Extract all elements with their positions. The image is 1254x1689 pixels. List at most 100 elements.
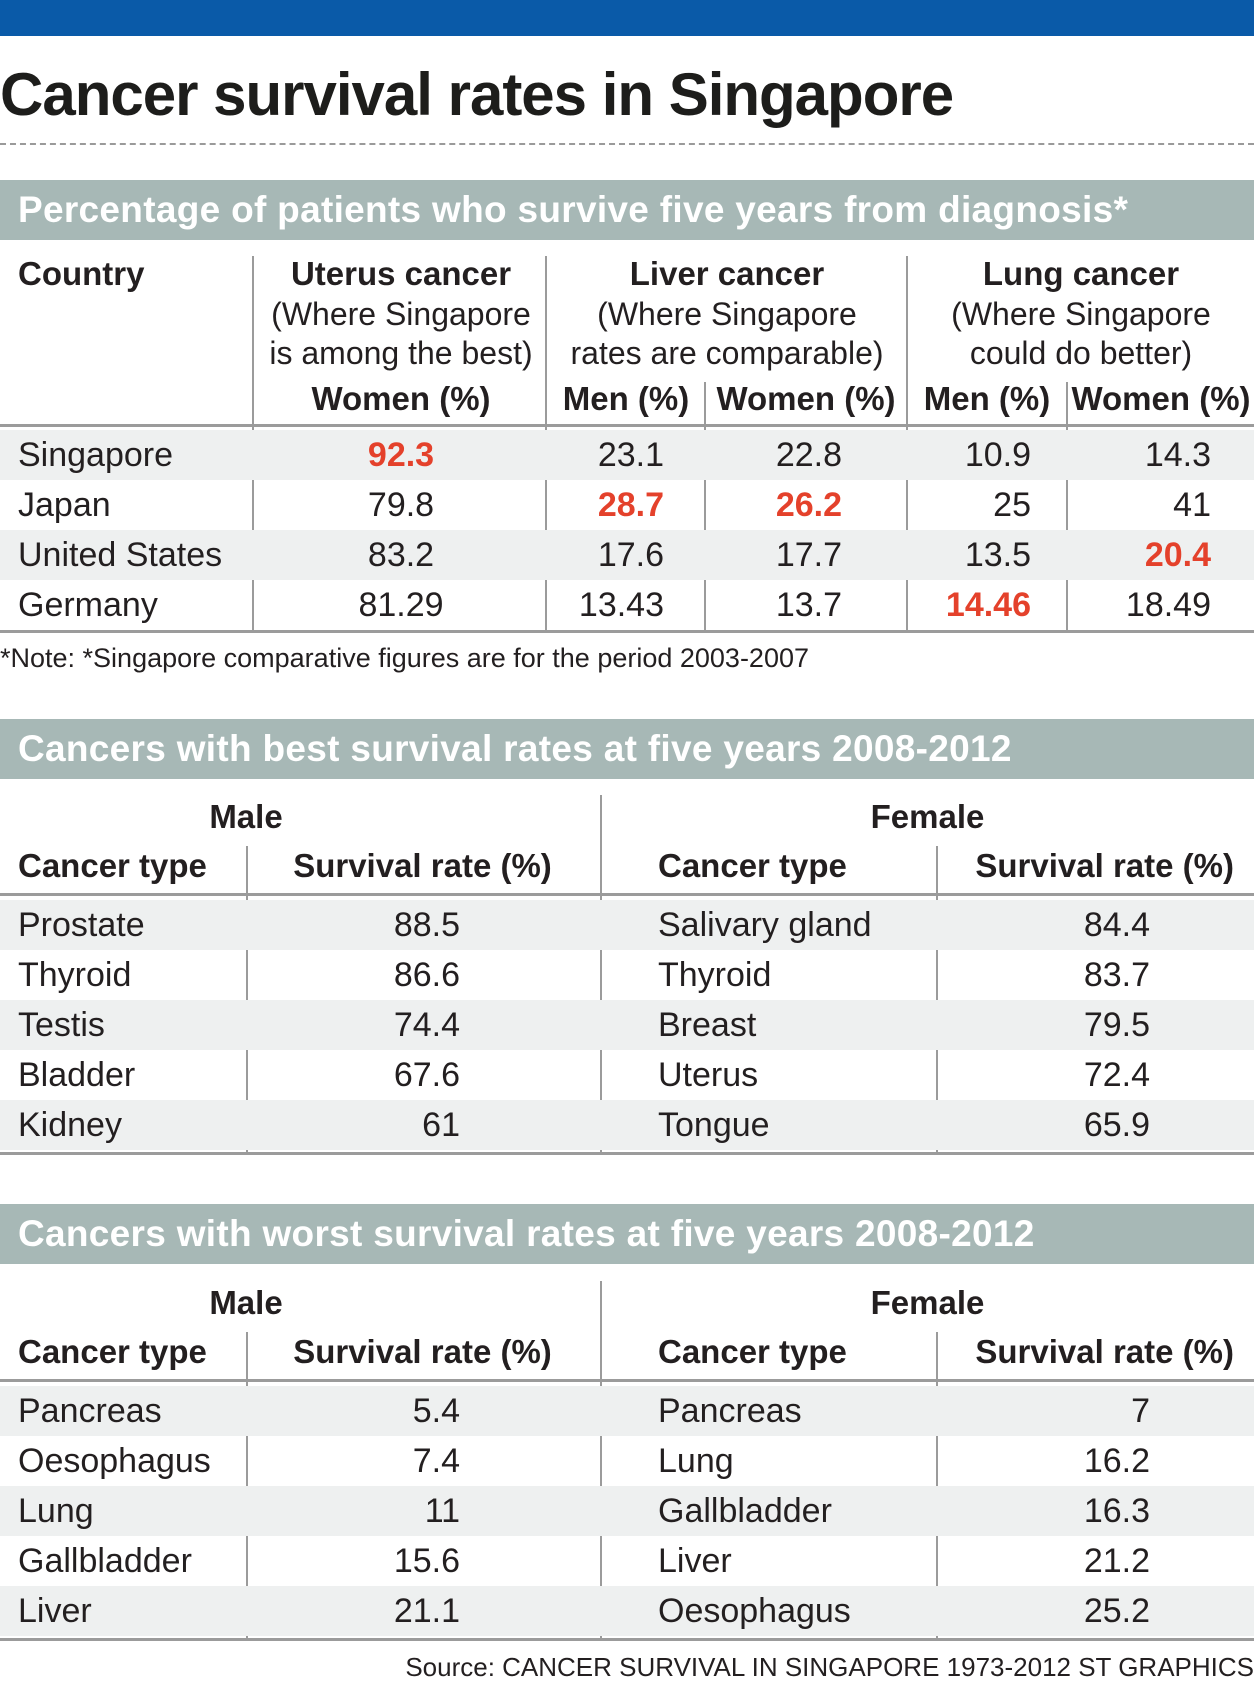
- liver-men-header: Men (%): [562, 380, 690, 417]
- table-bottom-rule: [0, 1152, 1254, 1155]
- value-cell: 26.2: [775, 486, 842, 524]
- uterus-sub1: (Where Singapore: [271, 296, 531, 332]
- cancer-type-cell: Tongue: [658, 1106, 770, 1144]
- cancer-type-cell: Pancreas: [658, 1392, 802, 1430]
- value-cell: 41: [1173, 486, 1211, 524]
- table-row: Testis 74.4 Breast 79.5: [0, 1000, 1254, 1050]
- table-bottom-rule: [0, 630, 1254, 633]
- cancer-type-cell: Pancreas: [18, 1392, 162, 1430]
- cancer-type-cell: Kidney: [18, 1106, 122, 1144]
- rate-cell: 5.4: [412, 1392, 460, 1430]
- divider: [1066, 382, 1068, 632]
- cancer-type-cell: Lung: [18, 1492, 94, 1530]
- value-cell: 92.3: [367, 436, 435, 474]
- liver-women-header: Women (%): [716, 380, 896, 417]
- value-cell: 83.2: [367, 536, 435, 574]
- cancer-type-cell: Thyroid: [18, 956, 132, 994]
- value-cell: 28.7: [597, 486, 664, 524]
- male-label: Male: [209, 798, 283, 835]
- cancer-type-cell: Oesophagus: [658, 1592, 851, 1630]
- liver-sub1: (Where Singapore: [597, 296, 857, 332]
- table-row: Kidney 61 Tongue 65.9: [0, 1100, 1254, 1150]
- rate-cell: 16.2: [1083, 1442, 1150, 1480]
- value-cell: 20.4: [1144, 536, 1211, 574]
- col-rate-header: Survival rate (%): [975, 1333, 1234, 1370]
- rate-cell: 86.6: [393, 956, 460, 994]
- uterus-header: Uterus cancer: [290, 255, 512, 292]
- country-cell: Germany: [18, 586, 158, 624]
- male-label: Male: [209, 1284, 283, 1321]
- col-rate-header: Survival rate (%): [975, 847, 1234, 884]
- lung-header: Lung cancer: [982, 255, 1180, 292]
- lung-men-header: Men (%): [923, 380, 1051, 417]
- liver-header: Liver cancer: [629, 255, 825, 292]
- cancer-type-cell: Uterus: [658, 1056, 759, 1094]
- country-cell: Japan: [18, 486, 111, 524]
- rate-cell: 21.2: [1083, 1542, 1150, 1580]
- rate-cell: 65.9: [1083, 1106, 1150, 1144]
- cancer-type-cell: Gallbladder: [658, 1492, 832, 1530]
- liver-sub2: rates are comparable): [570, 335, 884, 371]
- value-cell: 17.7: [775, 536, 842, 574]
- header-rule: [0, 1379, 1254, 1382]
- lung-sub1: (Where Singapore: [951, 296, 1211, 332]
- section3-heading: Cancers with worst survival rates at fiv…: [0, 1204, 1254, 1264]
- section1-heading: Percentage of patients who survive five …: [0, 180, 1254, 240]
- col-rate-header: Survival rate (%): [293, 847, 552, 884]
- value-cell: 81.29: [358, 586, 444, 624]
- uterus-women-header: Women (%): [311, 380, 491, 417]
- divider: [600, 1281, 602, 1641]
- title-divider: [0, 143, 1254, 145]
- uterus-sub2: is among the best): [269, 335, 533, 371]
- col-type-header: Cancer type: [658, 847, 847, 884]
- section2-heading: Cancers with best survival rates at five…: [0, 719, 1254, 779]
- table-row: Pancreas 5.4 Pancreas 7: [0, 1386, 1254, 1436]
- table-row: Japan 79.8 28.7 26.2 25 41: [0, 480, 1254, 530]
- country-cell: Singapore: [18, 436, 174, 474]
- cancer-type-cell: Testis: [18, 1006, 105, 1044]
- female-label: Female: [870, 1284, 985, 1321]
- rate-cell: 7: [1131, 1392, 1150, 1430]
- rate-cell: 15.6: [393, 1542, 460, 1580]
- cancer-type-cell: Salivary gland: [658, 906, 872, 944]
- value-cell: 13.43: [578, 586, 664, 624]
- table-row: Thyroid 86.6 Thyroid 83.7: [0, 950, 1254, 1000]
- lung-sub2: could do better): [969, 335, 1193, 371]
- cancer-type-cell: Breast: [658, 1006, 757, 1044]
- table-row: Oesophagus 7.4 Lung 16.2: [0, 1436, 1254, 1486]
- table-row: Gallbladder 15.6 Liver 21.2: [0, 1536, 1254, 1586]
- rate-cell: 72.4: [1083, 1056, 1150, 1094]
- rate-cell: 84.4: [1083, 906, 1150, 944]
- divider: [704, 382, 706, 632]
- page-title: Cancer survival rates in Singapore: [0, 61, 954, 128]
- top-accent-bar: [0, 0, 1254, 36]
- value-cell: 25: [993, 486, 1031, 524]
- cancer-type-cell: Liver: [658, 1542, 732, 1580]
- table-row: Prostate 88.5 Salivary gland 84.4: [0, 900, 1254, 950]
- value-cell: 17.6: [597, 536, 664, 574]
- rate-cell: 74.4: [393, 1006, 460, 1044]
- rate-cell: 25.2: [1083, 1592, 1150, 1630]
- table-bottom-rule: [0, 1638, 1254, 1641]
- table-row: Germany 81.29 13.43 13.7 14.46 18.49: [0, 580, 1254, 630]
- rate-cell: 88.5: [393, 906, 460, 944]
- value-cell: 18.49: [1125, 586, 1211, 624]
- value-cell: 10.9: [964, 436, 1031, 474]
- table-row: Liver 21.1 Oesophagus 25.2: [0, 1586, 1254, 1636]
- cancer-type-cell: Liver: [18, 1592, 92, 1630]
- value-cell: 13.5: [964, 536, 1031, 574]
- rate-cell: 83.7: [1083, 956, 1150, 994]
- header-rule: [0, 893, 1254, 896]
- cancer-type-cell: Lung: [658, 1442, 734, 1480]
- col-type-header: Cancer type: [18, 1333, 207, 1370]
- col-country-header: Country: [18, 255, 145, 292]
- rate-cell: 61: [422, 1106, 460, 1144]
- rate-cell: 11: [424, 1492, 460, 1530]
- cancer-type-cell: Thyroid: [658, 956, 772, 994]
- lung-women-header: Women (%): [1071, 380, 1251, 417]
- rate-cell: 79.5: [1083, 1006, 1150, 1044]
- table-row: Lung 11 Gallbladder 16.3: [0, 1486, 1254, 1536]
- rate-cell: 7.4: [412, 1442, 460, 1480]
- value-cell: 22.8: [775, 436, 842, 474]
- cancer-type-cell: Prostate: [18, 906, 145, 944]
